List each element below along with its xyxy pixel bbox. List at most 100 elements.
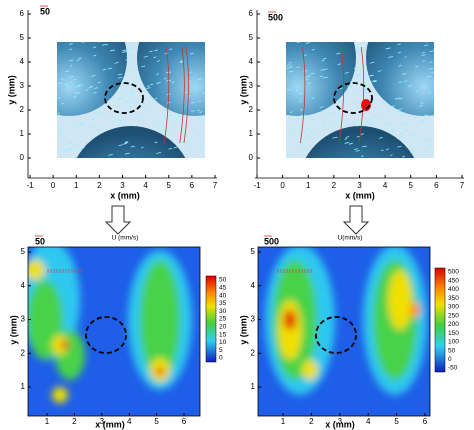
vector [361,145,367,148]
colorbar-label: 20 [219,324,227,331]
vector [168,147,173,150]
vector [305,135,310,138]
vector [75,85,80,88]
x-tick-label: 3 [357,181,362,190]
colorbar-label: 15 [219,331,227,338]
vector [60,78,64,80]
vector [402,123,408,126]
vector [203,117,205,119]
y-tick-label: 1 [249,129,254,138]
colorbar-label: 45 [219,285,227,292]
contour-blob [140,260,180,380]
vector [139,116,143,119]
vector [124,141,129,144]
x-tick-label: 4 [143,181,148,190]
vector [92,46,97,49]
vector [397,51,401,54]
vector [422,60,425,62]
x-axis-label: x (mm) [345,190,375,200]
vector [189,71,192,74]
vector [296,66,300,69]
x-tick-label: -1 [253,181,261,190]
highlight [333,82,373,114]
vector [311,132,315,135]
vector [77,84,83,87]
vector [91,118,95,121]
vector [122,49,128,52]
sphere [366,42,434,116]
vector [312,48,315,51]
vector [124,152,130,155]
y-tick-label: 6 [249,9,254,18]
contour-blob [28,260,45,280]
vector [404,56,407,58]
y-tick-label: 5 [251,247,256,256]
vector [59,131,63,134]
vector [289,111,293,114]
vector [336,52,341,55]
vector [332,136,338,139]
vector-scale: 500 [268,12,283,22]
vector [428,67,434,70]
sphere-image [57,42,205,158]
colorbar-label: 150 [448,330,459,337]
x-tick-label: 1 [306,181,311,190]
vector [125,69,131,72]
colorbar-label: 30 [219,308,227,315]
vector [390,105,395,108]
vector [305,78,309,81]
vector [386,148,389,151]
contour [258,247,430,416]
x-tick-label: 5 [167,181,172,190]
vector [141,146,144,149]
vector [90,74,96,77]
vector [89,85,93,88]
x-tick-label: 2 [309,417,314,426]
vector [204,139,205,141]
vector [421,51,425,54]
vector [129,67,134,70]
vector [179,61,184,64]
vector [348,142,353,145]
vector [303,76,308,79]
vector [353,148,359,151]
vector [286,154,291,156]
vector [415,90,419,93]
vector [305,42,311,44]
vector [396,137,402,140]
vector [355,91,359,94]
vector [130,89,134,92]
vector [433,43,434,45]
highlight [104,82,144,114]
y-tick-label: 1 [20,129,25,138]
vector [118,144,123,147]
vector [301,147,306,150]
vector [397,43,401,46]
vector [310,72,315,75]
vector [429,144,433,147]
contour-blob [410,302,420,318]
colorbar-label: -50 [448,365,458,372]
vector [139,97,143,99]
vector [300,141,304,144]
vector [384,122,387,125]
vector [426,42,429,43]
vector [129,105,133,108]
vector [126,55,131,57]
vector-scale: 500 [264,236,279,246]
vector [57,97,61,99]
contour-blob [388,270,412,330]
x-tick-label: 4 [383,181,388,190]
vector [394,97,400,100]
vector [135,101,141,104]
x-tick-label: 1 [45,417,50,426]
colorbar-label: 50 [448,347,456,354]
vector [356,124,360,127]
vector [286,64,291,67]
vector [167,131,172,134]
vector [370,74,373,77]
vector [405,129,409,132]
contour-blob [284,310,296,330]
x-tick-label: 1 [281,417,286,426]
